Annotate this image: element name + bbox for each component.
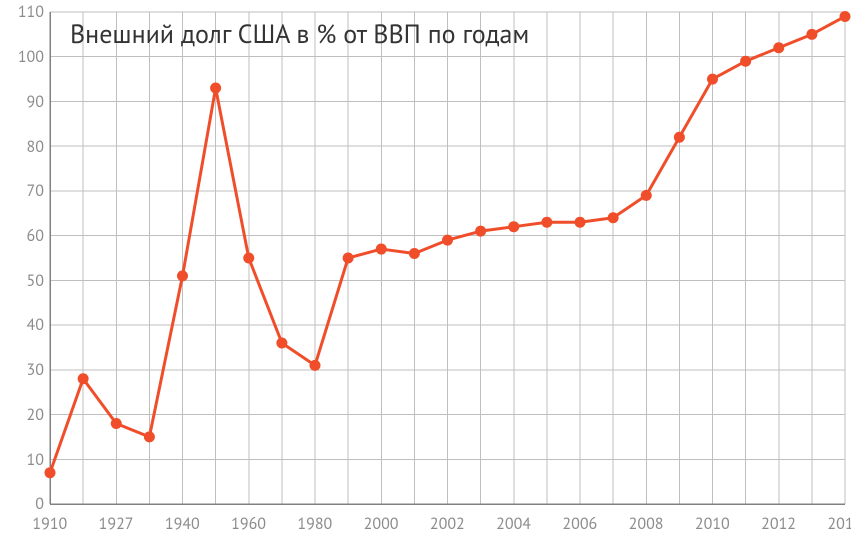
y-tick-label: 110 <box>18 2 44 22</box>
x-tick-label: 1980 <box>297 514 332 534</box>
y-tick-label: 100 <box>18 47 44 67</box>
x-tick-label: 2000 <box>364 514 399 534</box>
x-tick-label: 2008 <box>629 514 664 534</box>
y-tick-label: 50 <box>27 271 44 291</box>
y-tick-label: 10 <box>27 450 44 470</box>
x-tick-label: 1927 <box>99 514 134 534</box>
x-tick-label: 2006 <box>562 514 597 534</box>
y-tick-label: 70 <box>27 181 44 201</box>
y-tick-label: 60 <box>27 226 44 246</box>
y-tick-label: 80 <box>27 137 44 157</box>
x-tick-label: 2010 <box>695 514 730 534</box>
y-tick-label: 30 <box>27 360 44 380</box>
y-tick-label: 90 <box>27 92 44 112</box>
x-tick-label: 2004 <box>496 514 531 534</box>
x-tick-label: 2012 <box>761 514 796 534</box>
chart-title: Внешний долг США в % от ВВП по годам <box>70 18 529 51</box>
y-tick-label: 40 <box>27 315 44 335</box>
chart-container: Внешний долг США в % от ВВП по годам 0 10… <box>0 0 851 550</box>
y-tick-label: 0 <box>35 494 44 514</box>
line-chart <box>0 0 851 550</box>
x-tick-label: 2002 <box>430 514 465 534</box>
x-tick-label: 2014 <box>827 514 851 534</box>
x-tick-label: 1910 <box>32 514 67 534</box>
y-tick-label: 20 <box>27 405 44 425</box>
x-tick-label: 1960 <box>231 514 266 534</box>
x-tick-label: 1940 <box>165 514 200 534</box>
